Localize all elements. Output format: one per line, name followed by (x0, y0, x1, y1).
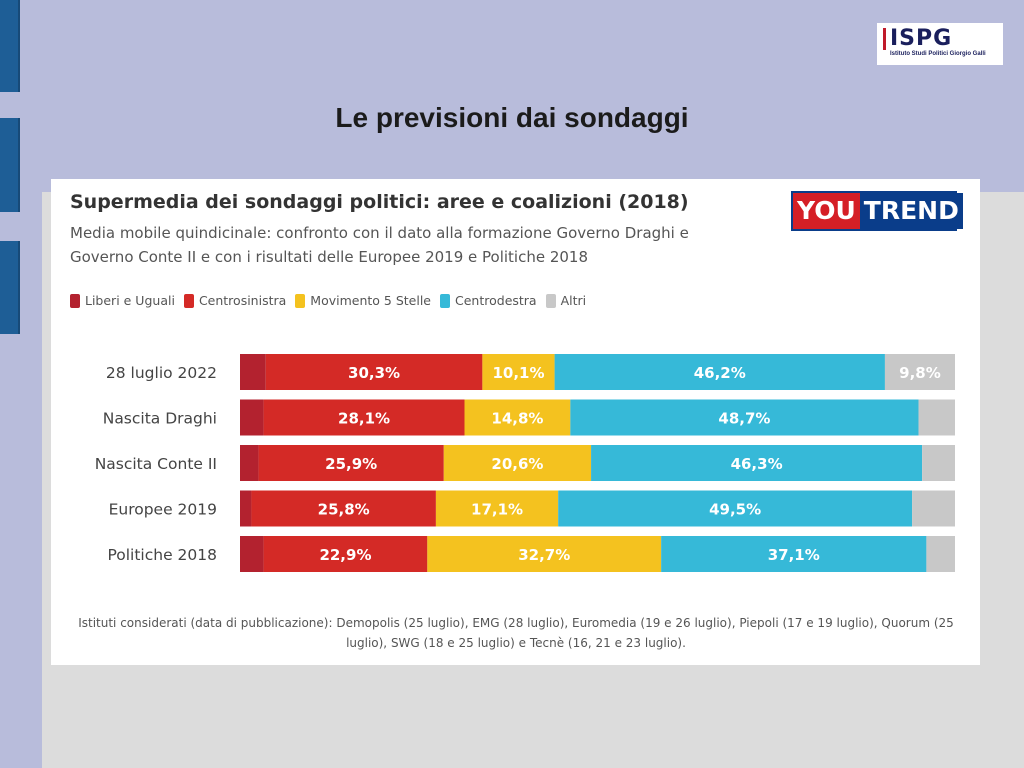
legend-item: Altri (545, 293, 587, 308)
stacked-bar-chart: 28 luglio 2022 30,3% 10,1% 46,2% 9,8% Nascita… (95, 354, 955, 572)
bar-segment (265, 354, 483, 390)
bar-value-label: 25,9% (325, 455, 377, 473)
bar-value-label: 49,5% (709, 501, 761, 519)
bar-segment (912, 490, 955, 527)
youtrend-logo-trend: TREND (859, 193, 963, 229)
bar-value-label: 46,2% (694, 364, 746, 382)
bar-segment (591, 445, 923, 481)
ispg-logo-text: ISPG (890, 25, 953, 51)
bar-segment (263, 536, 428, 572)
bar-segment (558, 490, 913, 527)
category-label: Nascita Draghi (103, 410, 217, 428)
bar-segment (661, 536, 927, 572)
bar-value-label: 37,1% (768, 546, 820, 564)
bar-segment (427, 536, 662, 572)
legend-label: Centrosinistra (198, 293, 287, 308)
bar-segment (570, 399, 919, 436)
chart-subtitle: Media mobile quindicinale: confronto con… (70, 224, 689, 266)
bar-segment (464, 399, 571, 436)
bar-segment (918, 399, 955, 436)
bar-segment (884, 354, 955, 390)
bar-segment (922, 445, 955, 481)
category-label: Politiche 2018 (107, 546, 217, 564)
chart-legend: Liberi e Uguali Centrosinistra Movimento 5… (70, 293, 586, 308)
category-label: 28 luglio 2022 (106, 364, 217, 382)
chart-footnote: Istituti considerati (data di pubblicazi… (78, 616, 954, 650)
side-tab-1 (0, 0, 20, 92)
legend-swatch (440, 293, 450, 308)
bar-value-label: 17,1% (471, 501, 523, 519)
ispg-logo: ISPG Istituto Studi Politici Giorgio Gal… (877, 23, 1003, 65)
legend-item: Centrosinistra (183, 293, 287, 308)
bar-segment (554, 354, 885, 390)
legend-label: Centrodestra (455, 293, 537, 308)
chart-card: Supermedia dei sondaggi politici: aree e… (51, 179, 980, 665)
bar-segment (443, 445, 592, 481)
bar-segment (926, 536, 955, 572)
legend-label: Altri (560, 293, 587, 308)
bar-segment (240, 445, 259, 481)
bar-segment (435, 490, 559, 527)
bar-segment (258, 445, 444, 481)
bar-segment (240, 354, 266, 390)
bar-value-label: 48,7% (718, 410, 770, 428)
bar-segment (240, 536, 264, 572)
bar-segment (240, 490, 252, 527)
bar-value-label: 32,7% (518, 546, 570, 564)
legend-item: Liberi e Uguali (70, 293, 175, 308)
youtrend-logo: YOU TREND (791, 191, 963, 231)
legend-label: Movimento 5 Stelle (310, 293, 431, 308)
bar-value-label: 14,8% (491, 410, 543, 428)
category-label: Europee 2019 (109, 501, 217, 519)
bar-value-label: 9,8% (899, 364, 941, 382)
bar-segment (251, 490, 436, 527)
legend-swatch (295, 293, 306, 308)
bar-value-label: 25,8% (318, 501, 370, 519)
legend-swatch (70, 293, 80, 308)
chart-title: Supermedia dei sondaggi politici: aree e… (70, 191, 689, 213)
bar-value-label: 46,3% (731, 455, 783, 473)
legend-label: Liberi e Uguali (85, 293, 175, 308)
side-tab-2 (0, 118, 20, 212)
side-tab-3 (0, 241, 20, 334)
bar-value-label: 10,1% (492, 364, 544, 382)
slide-title: Le previsioni dai sondaggi (335, 102, 689, 133)
legend-item: Centrodestra (440, 293, 537, 308)
bar-segment (482, 354, 555, 390)
bar-segment (263, 399, 465, 436)
ispg-logo-subtitle: Istituto Studi Politici Giorgio Galli (890, 51, 986, 57)
bar-value-label: 22,9% (319, 546, 371, 564)
bar-value-label: 30,3% (348, 364, 400, 382)
bar-segment (240, 399, 264, 436)
bar-value-label: 28,1% (338, 410, 390, 428)
legend-swatch (545, 293, 556, 308)
legend-swatch (183, 293, 194, 308)
bar-value-label: 20,6% (491, 455, 543, 473)
youtrend-logo-you: YOU (793, 193, 860, 229)
legend-item: Movimento 5 Stelle (295, 293, 431, 308)
category-label: Nascita Conte II (95, 455, 217, 473)
